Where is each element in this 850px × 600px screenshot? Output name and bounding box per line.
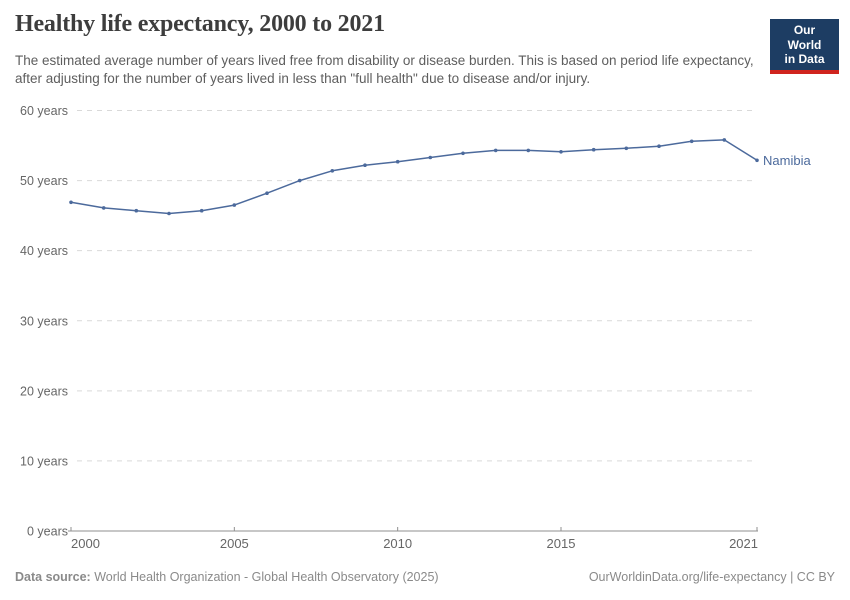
footer-link: OurWorldinData.org/life-expectancy | CC …	[588, 570, 835, 584]
data-point	[330, 169, 335, 173]
data-point	[559, 150, 563, 154]
data-point	[363, 163, 367, 167]
x-tick-label: 2000	[71, 536, 100, 551]
y-tick-label: 60 years	[20, 104, 68, 118]
x-tick-label: 2021	[729, 536, 758, 551]
y-tick-label: 10 years	[20, 454, 68, 468]
data-point	[624, 146, 629, 151]
line-chart: 0 years 10 years 20 years 30 years 40 years 5…	[20, 104, 811, 551]
data-point	[526, 148, 531, 153]
data-point	[493, 148, 498, 153]
data-point	[232, 203, 237, 207]
page-title: Healthy life expectancy, 2000 to 2021	[15, 11, 385, 37]
chart-subtitle: The estimated average number of years li…	[15, 53, 754, 86]
y-tick-label: 20 years	[20, 384, 68, 398]
data-point	[591, 147, 596, 152]
owid-logo: Our World in Data	[770, 19, 839, 74]
series-label: Namibia	[763, 153, 811, 168]
data-source-text: World Health Organization - Global Healt…	[90, 570, 439, 584]
owid-logo-line2: in Data	[784, 52, 825, 67]
data-point	[199, 208, 204, 213]
chart-footer: Data source: World Health Organization -…	[15, 570, 835, 584]
x-tick-label: 2005	[220, 536, 249, 551]
data-point	[722, 138, 727, 142]
y-tick-label: 50 years	[20, 174, 68, 188]
data-point	[134, 208, 139, 213]
owid-logo-line1: Our World	[787, 23, 822, 52]
y-tick-label: 0 years	[27, 525, 68, 539]
x-tick-label: 2010	[383, 536, 412, 551]
data-point	[689, 139, 694, 144]
y-tick-label: 30 years	[20, 314, 68, 328]
data-point	[428, 155, 433, 160]
data-source: Data source: World Health Organization -…	[15, 570, 439, 584]
data-point	[297, 178, 302, 183]
data-point	[265, 191, 269, 195]
y-tick-label: 40 years	[20, 244, 68, 258]
data-point	[461, 151, 465, 156]
data-point	[69, 200, 73, 205]
data-point	[755, 158, 759, 163]
data-point	[657, 144, 661, 148]
trend-line	[70, 139, 758, 215]
data-point	[167, 211, 171, 216]
data-point	[395, 159, 400, 164]
x-tick-label: 2015	[547, 536, 576, 551]
data-point	[101, 206, 106, 210]
data-source-label: Data source:	[15, 570, 91, 584]
